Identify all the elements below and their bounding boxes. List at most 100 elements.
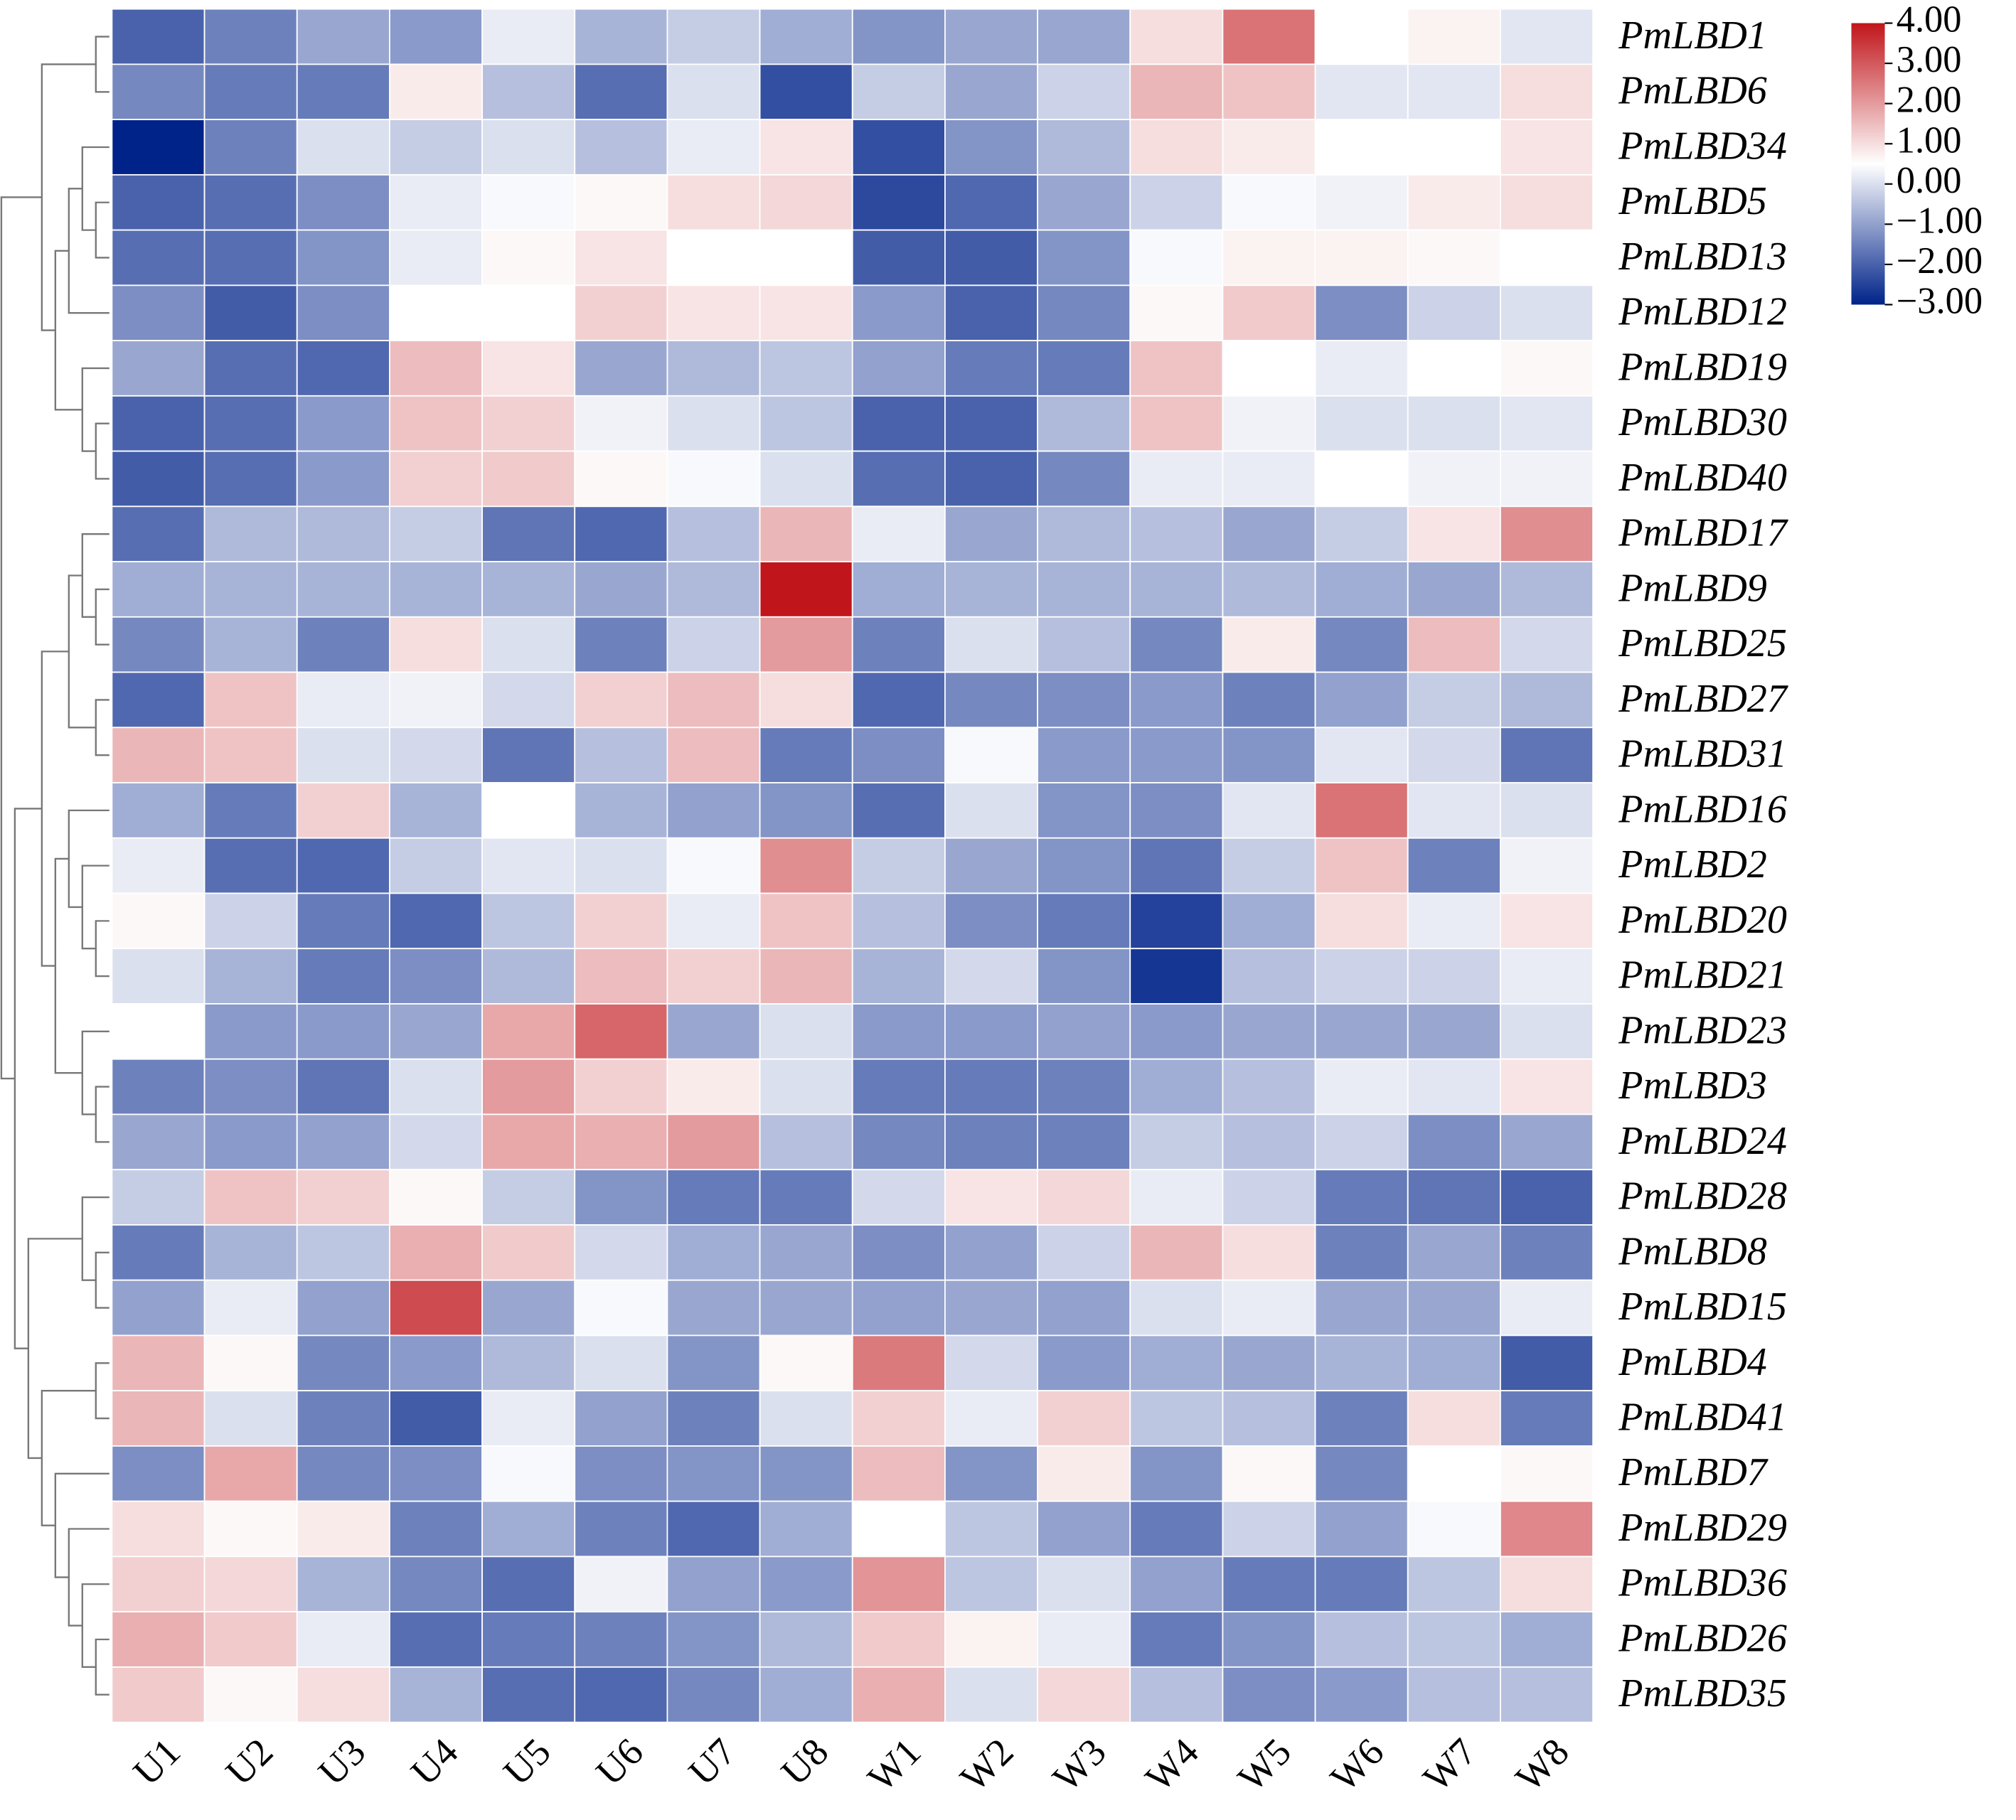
heatmap-cell (481, 505, 576, 562)
heatmap-cell (481, 8, 576, 65)
heatmap-cell (574, 727, 668, 783)
heatmap-cell (1407, 1666, 1501, 1723)
heatmap-cell (1037, 229, 1131, 287)
heatmap-cell (759, 1334, 853, 1392)
heatmap-cell (1500, 1556, 1594, 1613)
heatmap-cell (203, 1113, 298, 1171)
heatmap-cell (111, 727, 206, 783)
heatmap-cell (1500, 173, 1594, 231)
heatmap-cell (666, 782, 761, 839)
heatmap-cell (944, 340, 1038, 397)
heatmap-cell (481, 63, 576, 121)
heatmap-cell (481, 340, 576, 397)
heatmap-cell (851, 1334, 946, 1392)
heatmap-cell (203, 340, 298, 397)
heatmap-cell (1314, 782, 1409, 839)
heatmap-cell (851, 284, 946, 341)
heatmap-cell (1037, 1611, 1131, 1668)
heatmap-cell (666, 340, 761, 397)
heatmap-cell (851, 782, 946, 839)
heatmap-cell (759, 727, 853, 783)
row-label: PmLBD17 (1618, 511, 1788, 555)
heatmap-cell (481, 948, 576, 1005)
heatmap-cell (1314, 948, 1409, 1005)
heatmap-cell (203, 8, 298, 65)
heatmap-cell (481, 1334, 576, 1392)
row-label: PmLBD28 (1618, 1174, 1787, 1219)
heatmap-cell (944, 616, 1038, 673)
heatmap-cell (759, 1224, 853, 1281)
heatmap-cell (388, 1113, 483, 1171)
heatmap-cell (111, 1611, 206, 1668)
heatmap-cell (1222, 340, 1316, 397)
column-label: U2 (218, 1730, 281, 1794)
heatmap-cell (1500, 63, 1594, 121)
heatmap-cell (574, 1279, 668, 1337)
heatmap-cell (1500, 229, 1594, 287)
heatmap-cell (1129, 1611, 1224, 1668)
row-label: PmLBD19 (1618, 345, 1787, 389)
heatmap-cell (1037, 450, 1131, 508)
heatmap-cell (1129, 1169, 1224, 1226)
heatmap-cell (481, 1445, 576, 1502)
heatmap-cell (1222, 671, 1316, 729)
heatmap-cell (388, 671, 483, 729)
heatmap-cell (759, 450, 853, 508)
heatmap-cell (1407, 1445, 1501, 1502)
heatmap-cell (851, 395, 946, 452)
heatmap-cell (1222, 727, 1316, 783)
column-label: U4 (402, 1730, 466, 1794)
heatmap-cell (666, 1224, 761, 1281)
heatmap-cell (1222, 1334, 1316, 1392)
heatmap-cell (1129, 892, 1224, 950)
heatmap-cell (1222, 616, 1316, 673)
heatmap-cell (1222, 1445, 1316, 1502)
heatmap-cell (1129, 229, 1224, 287)
heatmap-cell (203, 1390, 298, 1447)
heatmap-cell (666, 1058, 761, 1115)
row-label: PmLBD23 (1618, 1008, 1787, 1052)
heatmap-cell (1500, 671, 1594, 729)
heatmap-cell (1314, 395, 1409, 452)
column-label: W8 (1508, 1730, 1577, 1800)
heatmap-cell (1037, 616, 1131, 673)
colorbar-tick-label: 0.00 (1897, 160, 1962, 201)
heatmap-cell (1407, 837, 1501, 894)
heatmap-cell (944, 63, 1038, 121)
heatmap-cell (388, 892, 483, 950)
heatmap-cell (388, 1224, 483, 1281)
heatmap-cell (944, 727, 1038, 783)
heatmap-cell (666, 1500, 761, 1558)
heatmap-cell (203, 284, 298, 341)
column-label: U8 (773, 1730, 836, 1794)
heatmap-cell (388, 229, 483, 287)
heatmap-cell (481, 1390, 576, 1447)
heatmap-cell (574, 837, 668, 894)
heatmap-cell (666, 671, 761, 729)
heatmap-cell (1314, 1279, 1409, 1337)
heatmap-cell (1222, 1169, 1316, 1226)
heatmap-cell (1037, 1169, 1131, 1226)
heatmap-cell (1314, 63, 1409, 121)
heatmap-cell (388, 119, 483, 176)
heatmap-cell (1314, 284, 1409, 341)
heatmap-cell (1407, 340, 1501, 397)
heatmap-cell (1500, 1058, 1594, 1115)
heatmap-cell (759, 1556, 853, 1613)
row-label: PmLBD4 (1618, 1340, 1767, 1384)
heatmap-cell (111, 450, 206, 508)
heatmap-cell (388, 1445, 483, 1502)
heatmap-cell (1129, 119, 1224, 176)
heatmap-cell (851, 505, 946, 562)
heatmap-cell (1129, 340, 1224, 397)
heatmap-cell (203, 1058, 298, 1115)
colorbar-tick-label: −1.00 (1897, 200, 1983, 241)
dendrogram (0, 36, 110, 1696)
heatmap-cell (944, 1500, 1038, 1558)
heatmap-cell (759, 395, 853, 452)
heatmap-cell (203, 1334, 298, 1392)
heatmap-cell (203, 395, 298, 452)
heatmap-cell (944, 8, 1038, 65)
heatmap-cell (1500, 1279, 1594, 1337)
heatmap-cell (296, 561, 390, 618)
